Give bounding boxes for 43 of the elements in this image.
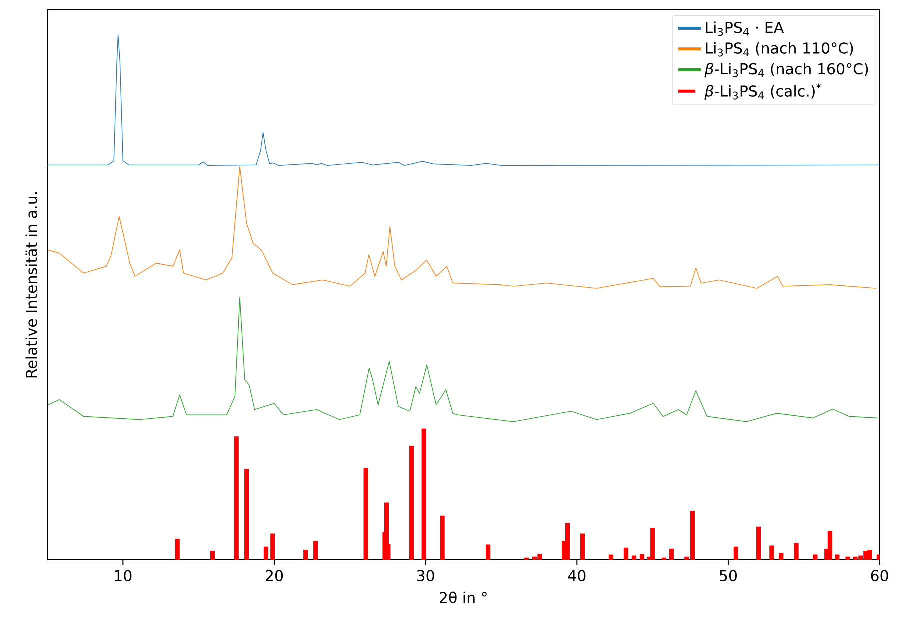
bar: [770, 546, 774, 560]
bar: [828, 531, 832, 560]
bar: [734, 546, 738, 560]
bar: [640, 554, 644, 560]
bar: [264, 546, 268, 560]
x-tick-label: 30: [417, 570, 434, 582]
bar: [270, 534, 276, 560]
bar: [813, 554, 818, 560]
x-tick-label: 20: [266, 570, 284, 582]
x-tick-label: 40: [568, 570, 586, 582]
bar: [234, 436, 239, 560]
bar: [608, 554, 614, 560]
bar: [794, 543, 799, 560]
bar: [868, 550, 872, 560]
x-tick-label: 60: [871, 570, 888, 582]
bar: [565, 523, 570, 560]
x-tick-label: 50: [720, 570, 738, 582]
bar: [669, 548, 674, 560]
x-axis-title: 2θ in °: [440, 592, 487, 604]
bar: [632, 556, 636, 560]
bar: [314, 541, 318, 560]
legend-label: Li$_{3}$PS$_{4}$ · EA: [706, 22, 784, 36]
bar: [304, 550, 308, 560]
bar: [244, 469, 250, 560]
bar: [650, 528, 656, 560]
bar: [580, 534, 586, 560]
bar: [175, 538, 180, 560]
bar: [440, 516, 445, 560]
legend-label: β-Li$_{3}$PS$_{4}$ (nach 160°C): [704, 62, 868, 78]
bar: [409, 446, 414, 560]
legend-label: β-Li$_{3}$PS$_{4}$ (calc.)$^{*}$: [704, 84, 822, 100]
legend-label: Li$_{3}$PS$_{4}$ (nach 110°C): [706, 42, 854, 57]
bar: [876, 554, 880, 560]
bar: [779, 553, 784, 560]
x-tick-label: 10: [115, 570, 132, 582]
bar: [756, 526, 761, 560]
bar: [422, 428, 426, 560]
bar: [210, 551, 216, 560]
y-axis-title: Relative Intensität in a.u.: [26, 192, 38, 378]
bar: [846, 556, 850, 560]
bar: [624, 548, 628, 560]
bar: [835, 554, 840, 560]
bar: [486, 544, 491, 560]
